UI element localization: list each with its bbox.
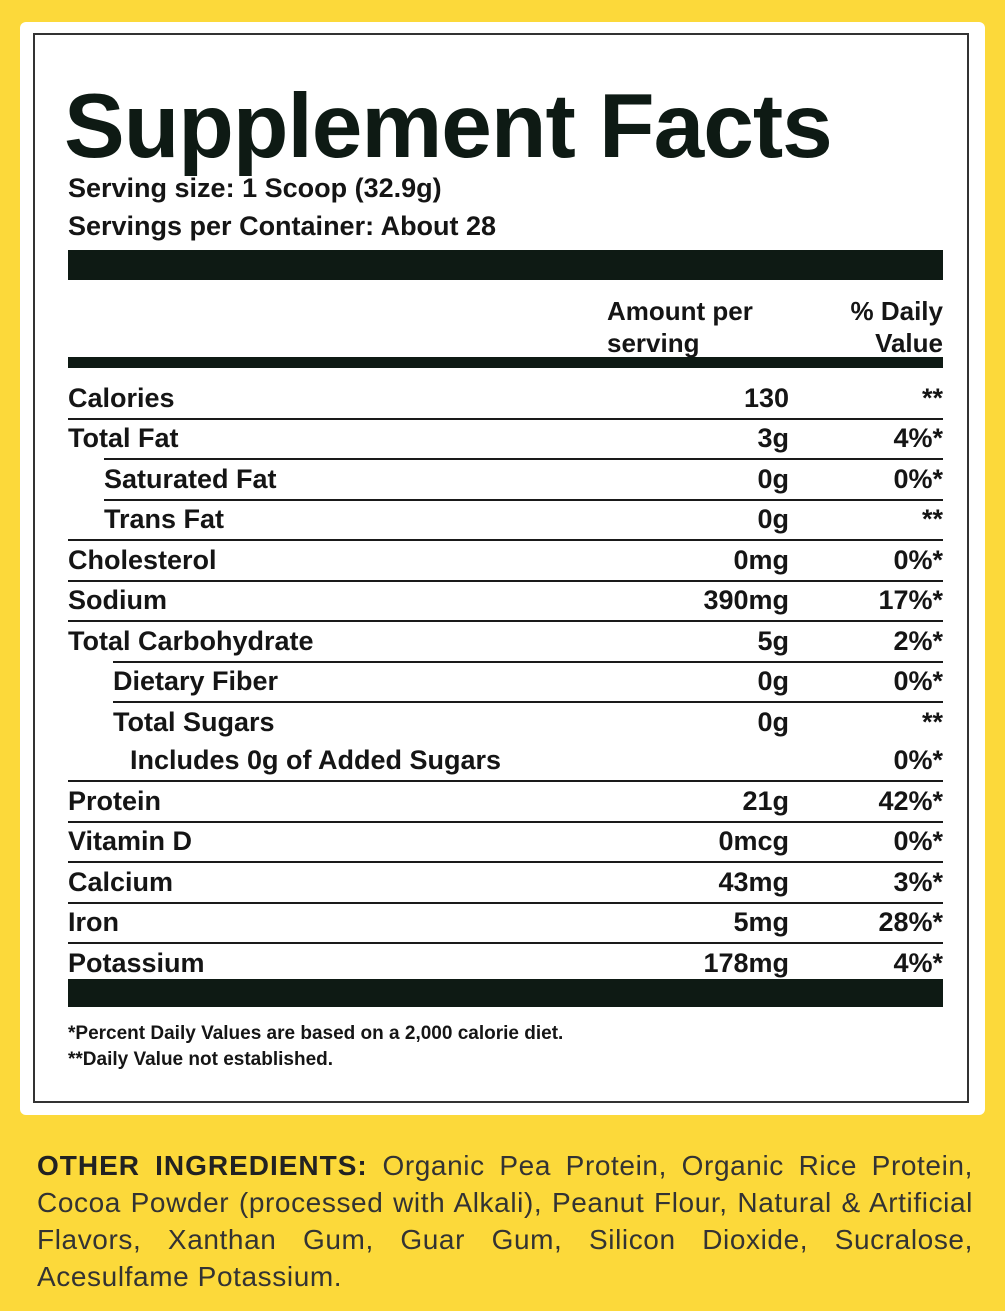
servings-per-container: Servings per Container: About 28	[68, 211, 497, 241]
nutrient-name: Calories	[68, 382, 175, 413]
amount-header: Amount per serving	[607, 296, 753, 358]
nutrient-row: Trans Fat 0g **	[104, 498, 943, 540]
daily-value: **	[921, 382, 943, 413]
footnote: **Daily Value not established.	[68, 1049, 334, 1070]
nutrient-row: Dietary Fiber 0g 0%*	[113, 660, 943, 702]
daily-value: 0%*	[893, 666, 943, 697]
daily-value-header: % Daily Value	[850, 296, 944, 358]
nutrient-row: Total Carbohydrate 5g 2%*	[68, 620, 943, 661]
amount: 130	[743, 382, 789, 413]
divider-bar	[68, 250, 943, 280]
amount: 43mg	[718, 866, 789, 897]
nutrient-row: Calories 130 **	[68, 379, 943, 418]
daily-value: 0%*	[893, 463, 943, 494]
ingredients-label: OTHER INGREDIENTS:	[37, 1150, 368, 1181]
ingredients-text: Organic Pea Protein, Organic Rice Protei…	[37, 1150, 973, 1292]
daily-value: 42%*	[878, 785, 943, 816]
amount: 178mg	[703, 947, 789, 978]
divider-bar	[68, 357, 943, 368]
nutrient-row: Total Fat 3g 4%*	[68, 417, 943, 459]
daily-value: 17%*	[878, 585, 943, 616]
nutrient-name: Iron	[68, 907, 119, 938]
daily-value: 0%*	[893, 544, 943, 575]
nutrient-row: Cholesterol 0mg 0%*	[68, 539, 943, 580]
nutrient-name: Trans Fat	[104, 504, 225, 535]
nutrient-name: Protein	[68, 785, 162, 816]
other-ingredients: OTHER INGREDIENTS: Organic Pea Protein, …	[37, 1147, 973, 1295]
footnote: *Percent Daily Values are based on a 2,0…	[68, 1023, 564, 1044]
amount: 5mg	[733, 907, 789, 938]
nutrient-name: Total Sugars	[113, 706, 275, 737]
serving-size: Serving size: 1 Scoop (32.9g)	[68, 173, 442, 203]
daily-value: 2%*	[893, 625, 943, 656]
daily-value: **	[921, 504, 943, 535]
daily-value: **	[921, 706, 943, 737]
nutrient-row: Saturated Fat 0g 0%*	[104, 458, 943, 499]
nutrient-row: Potassium 178mg 4%*	[68, 942, 943, 983]
amount: 0mcg	[718, 826, 789, 857]
amount: 0g	[757, 463, 789, 494]
amount: 0g	[757, 666, 789, 697]
nutrient-row: Iron 5mg 28%*	[68, 901, 943, 943]
divider-bar	[68, 979, 943, 1007]
nutrient-row: Sodium 390mg 17%*	[68, 579, 943, 621]
nutrient-name: Includes 0g of Added Sugars	[130, 745, 502, 776]
nutrient-name: Dietary Fiber	[113, 666, 279, 697]
label-frame: Supplement Facts Serving size: 1 Scoop (…	[33, 33, 969, 1103]
nutrient-name: Saturated Fat	[104, 463, 277, 494]
nutrient-name: Cholesterol	[68, 544, 217, 575]
amount: 21g	[742, 785, 789, 816]
nutrient-name: Potassium	[68, 947, 205, 978]
daily-value: 0%*	[893, 745, 943, 776]
daily-value: 3%*	[893, 866, 943, 897]
daily-value: 4%*	[893, 423, 943, 454]
nutrient-row: Total Sugars 0g **	[113, 701, 943, 742]
daily-value: 28%*	[878, 907, 943, 938]
title: Supplement Facts	[64, 76, 833, 177]
amount: 390mg	[703, 585, 789, 616]
amount: 0g	[757, 706, 789, 737]
nutrient-row: Calcium 43mg 3%*	[68, 861, 943, 902]
nutrient-row: Vitamin D 0mcg 0%*	[68, 820, 943, 862]
amount: 5g	[757, 625, 789, 656]
label-panel: Supplement Facts Serving size: 1 Scoop (…	[20, 22, 985, 1115]
nutrient-rows: Calories 130 ** Total Fat 3g 4%* Saturated F…	[68, 379, 943, 983]
nutrient-name: Sodium	[68, 585, 167, 616]
nutrient-name: Calcium	[68, 866, 174, 897]
amount: 3g	[757, 423, 789, 454]
amount: 0g	[757, 504, 789, 535]
daily-value: 4%*	[893, 947, 943, 978]
nutrient-name: Total Fat	[68, 423, 179, 454]
nutrient-row: Protein 21g 42%*	[68, 780, 943, 821]
nutrient-name: Vitamin D	[68, 826, 193, 857]
nutrient-name: Total Carbohydrate	[68, 625, 314, 656]
daily-value: 0%*	[893, 826, 943, 857]
nutrient-row: Includes 0g of Added Sugars 0%*	[130, 742, 943, 781]
amount: 0mg	[733, 544, 789, 575]
